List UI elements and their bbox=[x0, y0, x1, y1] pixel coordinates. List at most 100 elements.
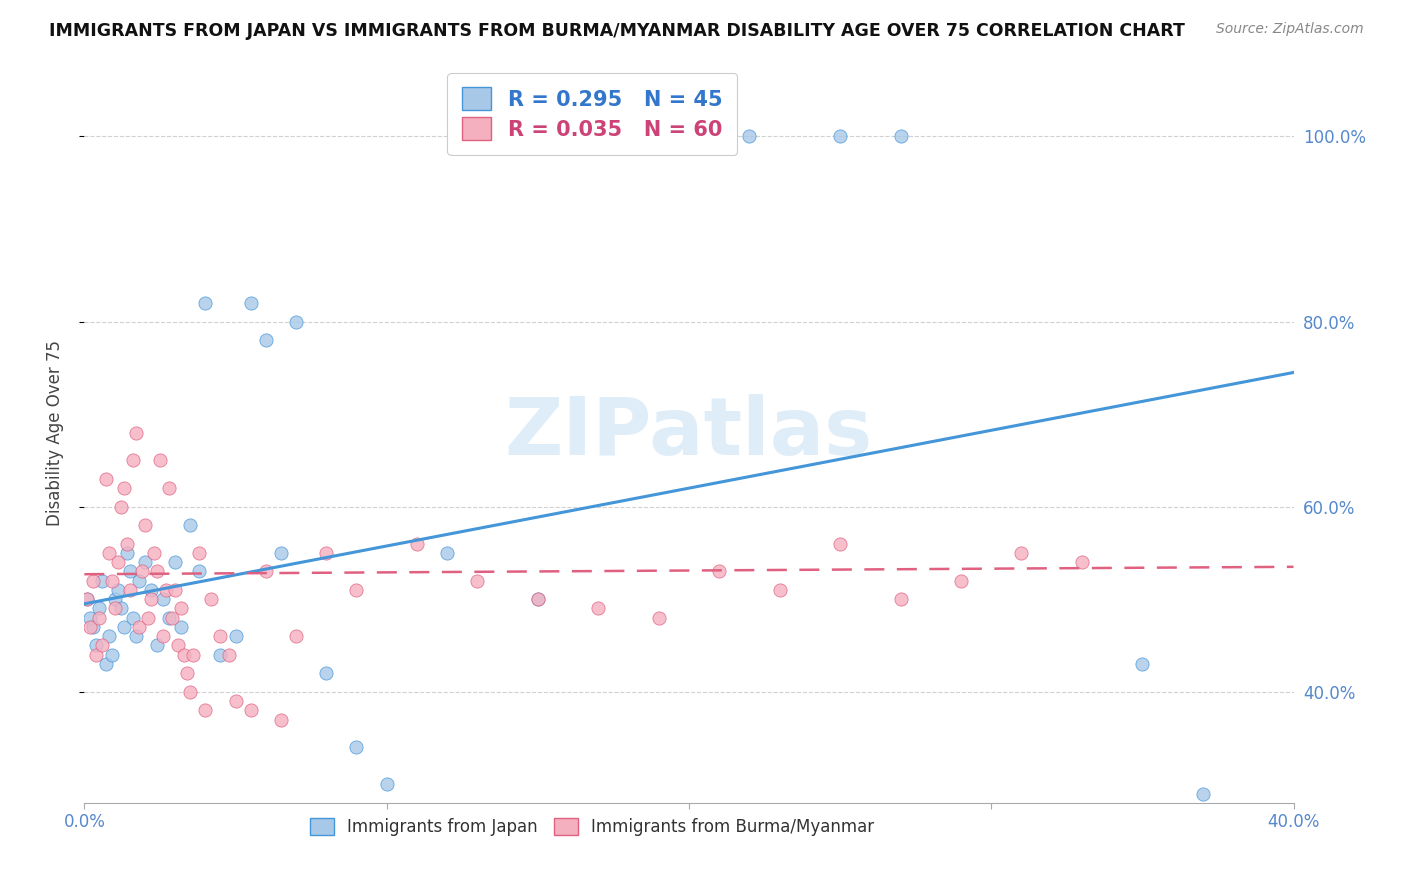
Point bbox=[91, 574, 114, 588]
Point bbox=[97, 546, 120, 560]
Point bbox=[830, 129, 852, 144]
Point bbox=[152, 592, 174, 607]
Point bbox=[648, 611, 671, 625]
Point bbox=[134, 518, 156, 533]
Point bbox=[82, 620, 104, 634]
Point bbox=[155, 582, 177, 597]
Point bbox=[152, 629, 174, 643]
Point bbox=[146, 565, 169, 579]
Point bbox=[110, 500, 132, 514]
Point bbox=[160, 611, 183, 625]
Point bbox=[128, 620, 150, 634]
Point bbox=[194, 703, 217, 717]
Point bbox=[79, 611, 101, 625]
Point bbox=[107, 555, 129, 569]
Point bbox=[86, 648, 108, 662]
Point bbox=[890, 129, 912, 144]
Point bbox=[134, 555, 156, 569]
Point bbox=[112, 481, 135, 495]
Text: Source: ZipAtlas.com: Source: ZipAtlas.com bbox=[1216, 22, 1364, 37]
Point bbox=[254, 333, 277, 347]
Point bbox=[254, 565, 277, 579]
Point bbox=[136, 611, 159, 625]
Point bbox=[139, 592, 162, 607]
Point bbox=[225, 694, 247, 708]
Point bbox=[588, 601, 610, 615]
Y-axis label: Disability Age Over 75: Disability Age Over 75 bbox=[45, 340, 63, 525]
Point bbox=[112, 620, 135, 634]
Point bbox=[176, 666, 198, 681]
Point bbox=[149, 453, 172, 467]
Point bbox=[121, 611, 143, 625]
Point bbox=[167, 639, 190, 653]
Point bbox=[100, 574, 122, 588]
Point bbox=[436, 546, 458, 560]
Point bbox=[110, 601, 132, 615]
Point bbox=[239, 703, 262, 717]
Point bbox=[209, 629, 232, 643]
Point bbox=[1071, 555, 1094, 569]
Point bbox=[890, 592, 912, 607]
Point bbox=[76, 592, 98, 607]
Point bbox=[346, 740, 368, 755]
Point bbox=[82, 574, 104, 588]
Point bbox=[950, 574, 973, 588]
Point bbox=[270, 713, 292, 727]
Point bbox=[830, 536, 852, 550]
Point bbox=[157, 481, 180, 495]
Point bbox=[91, 639, 114, 653]
Point bbox=[194, 296, 217, 310]
Point bbox=[89, 611, 111, 625]
Point bbox=[218, 648, 240, 662]
Point bbox=[118, 582, 141, 597]
Point bbox=[94, 657, 117, 671]
Point bbox=[315, 666, 337, 681]
Point bbox=[678, 129, 700, 144]
Point bbox=[170, 601, 193, 615]
Text: ZIPatlas: ZIPatlas bbox=[505, 393, 873, 472]
Point bbox=[188, 546, 211, 560]
Point bbox=[118, 565, 141, 579]
Point bbox=[76, 592, 98, 607]
Point bbox=[209, 648, 232, 662]
Point bbox=[200, 592, 222, 607]
Point bbox=[406, 536, 429, 550]
Point bbox=[375, 777, 398, 791]
Point bbox=[315, 546, 337, 560]
Point bbox=[170, 620, 193, 634]
Point bbox=[165, 555, 187, 569]
Point bbox=[121, 453, 143, 467]
Point bbox=[86, 639, 108, 653]
Point bbox=[94, 472, 117, 486]
Point bbox=[1130, 657, 1153, 671]
Point bbox=[225, 629, 247, 643]
Point bbox=[165, 582, 187, 597]
Point bbox=[115, 546, 138, 560]
Point bbox=[181, 648, 204, 662]
Point bbox=[125, 425, 148, 440]
Legend: Immigrants from Japan, Immigrants from Burma/Myanmar: Immigrants from Japan, Immigrants from B… bbox=[301, 808, 884, 847]
Point bbox=[79, 620, 101, 634]
Point bbox=[738, 129, 761, 144]
Point bbox=[527, 592, 550, 607]
Point bbox=[146, 639, 169, 653]
Point bbox=[346, 582, 368, 597]
Point bbox=[467, 574, 489, 588]
Point bbox=[104, 601, 127, 615]
Point bbox=[157, 611, 180, 625]
Point bbox=[139, 582, 162, 597]
Point bbox=[89, 601, 111, 615]
Point bbox=[115, 536, 138, 550]
Text: IMMIGRANTS FROM JAPAN VS IMMIGRANTS FROM BURMA/MYANMAR DISABILITY AGE OVER 75 CO: IMMIGRANTS FROM JAPAN VS IMMIGRANTS FROM… bbox=[49, 22, 1185, 40]
Point bbox=[1192, 787, 1215, 801]
Point bbox=[125, 629, 148, 643]
Point bbox=[527, 592, 550, 607]
Point bbox=[1011, 546, 1033, 560]
Point bbox=[769, 582, 792, 597]
Point bbox=[179, 518, 201, 533]
Point bbox=[128, 574, 150, 588]
Point bbox=[179, 685, 201, 699]
Point bbox=[270, 546, 292, 560]
Point bbox=[100, 648, 122, 662]
Point bbox=[142, 546, 165, 560]
